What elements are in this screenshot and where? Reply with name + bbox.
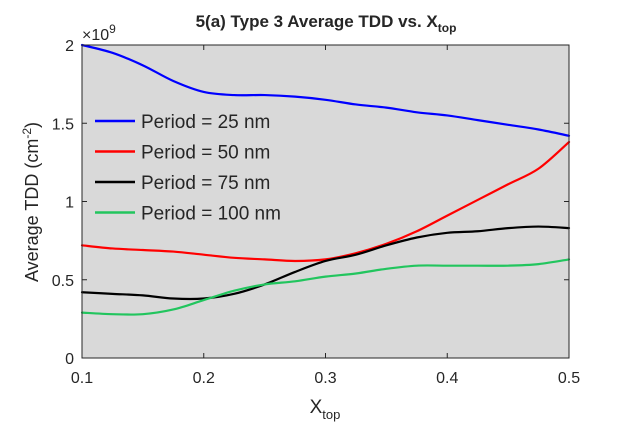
y-exponent-power: 9 [109,22,116,36]
y-exponent-label: ×109 [82,22,116,44]
series-line-3 [80,225,571,301]
y-tick-label: 2 [65,38,74,55]
legend-label-1: Period = 25 nm [141,112,270,133]
plot-area [82,45,569,358]
y-tick-label: 1.5 [52,116,74,133]
y-axis-label-tail: ) [22,122,42,128]
ticks-layer: 0.1 0.2 0.3 0.4 0.5 0 0.5 1 1.5 2 [52,38,580,387]
x-tick-label: 0.4 [436,370,458,387]
x-tick-label: 0.1 [71,370,93,387]
chart-title: 5(a) Type 3 Average TDD vs. Xtop [196,12,457,35]
x-tick-label: 0.5 [558,370,580,387]
series-layer [80,43,571,316]
legend-label-4: Period = 100 nm [141,204,281,225]
series-line-2 [80,140,571,263]
legend-label-2: Period = 50 nm [141,143,270,164]
y-tick-label: 1 [65,195,74,212]
x-axis-label-subscript: top [322,407,340,422]
series-line-4 [80,258,571,316]
series-line-1 [80,43,571,137]
x-tick-label: 0.3 [314,370,336,387]
y-axis-label-superscript: -2 [20,128,34,139]
x-axis-label: Xtop [310,397,341,422]
legend: Period = 25 nm Period = 50 nm Period = 75 … [95,112,281,225]
x-tick-label: 0.2 [193,370,215,387]
legend-label-3: Period = 75 nm [141,173,270,194]
y-tick-label: 0.5 [52,273,74,290]
chart-title-subscript: top [438,21,457,35]
y-axis-label: Average TDD (cm-2) [20,122,42,282]
y-tick-label: 0 [65,351,74,368]
